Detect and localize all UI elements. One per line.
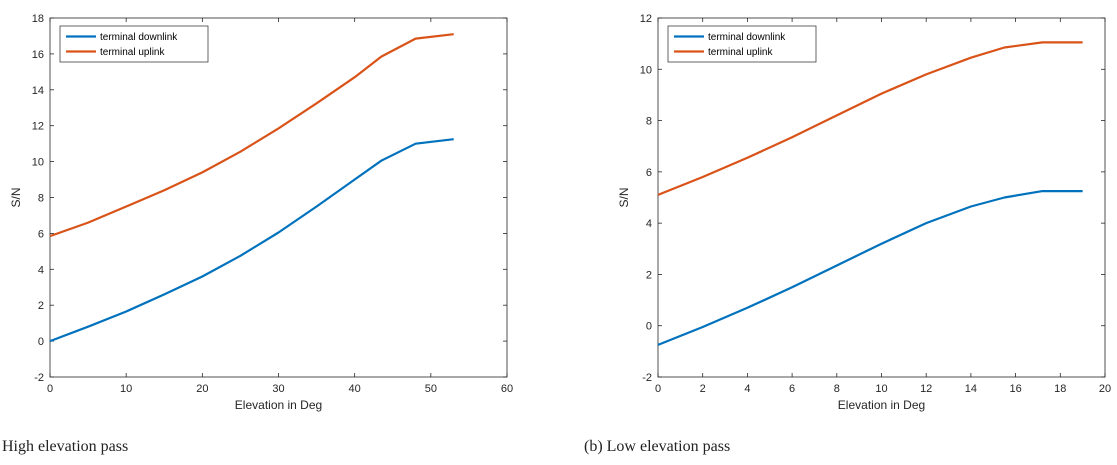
y-tick-label: 14 xyxy=(32,85,44,97)
x-axis-label: Elevation in Deg xyxy=(235,398,322,412)
series-line-1 xyxy=(49,33,454,238)
x-tick-label: 20 xyxy=(1099,383,1111,395)
x-axis-label: Elevation in Deg xyxy=(838,398,925,412)
y-tick-label: 4 xyxy=(38,264,44,276)
y-tick-label: 16 xyxy=(32,49,44,61)
x-tick-label: 18 xyxy=(1054,383,1066,395)
y-tick-label: 12 xyxy=(32,121,44,133)
y-tick-label: 12 xyxy=(640,13,652,25)
series-line-0 xyxy=(657,190,1083,346)
legend-label-1: terminal uplink xyxy=(708,47,773,58)
caption-low-elevation: (b) Low elevation pass xyxy=(584,438,731,455)
plot-area xyxy=(49,17,508,378)
legend-label-0: terminal downlink xyxy=(100,32,178,43)
y-tick-label: 0 xyxy=(646,321,652,333)
legend-label-1: terminal uplink xyxy=(100,47,165,58)
y-tick-label: 6 xyxy=(38,228,44,240)
x-tick-label: 60 xyxy=(501,383,513,395)
x-tick-label: 14 xyxy=(965,383,977,395)
x-tick-label: 12 xyxy=(920,383,932,395)
y-axis-label: S/N xyxy=(9,187,23,207)
x-tick-label: 30 xyxy=(272,383,284,395)
y-tick-label: 0 xyxy=(38,336,44,348)
legend-label-0: terminal downlink xyxy=(708,32,786,43)
y-tick-label: 2 xyxy=(38,300,44,312)
x-tick-label: 40 xyxy=(349,383,361,395)
x-tick-label: 20 xyxy=(196,383,208,395)
y-tick-label: 18 xyxy=(32,13,44,25)
caption-high-elevation: High elevation pass xyxy=(2,438,129,455)
plot-area xyxy=(657,17,1106,378)
x-tick-label: 6 xyxy=(789,383,795,395)
series-line-1 xyxy=(657,41,1083,196)
y-tick-label: 8 xyxy=(38,193,44,205)
x-tick-label: 50 xyxy=(425,383,437,395)
y-tick-label: 10 xyxy=(640,64,652,76)
x-tick-label: 0 xyxy=(47,383,53,395)
x-tick-label: 16 xyxy=(1009,383,1021,395)
y-tick-label: 2 xyxy=(646,269,652,281)
y-tick-label: -2 xyxy=(642,372,652,384)
y-tick-label: 8 xyxy=(646,116,652,128)
x-tick-label: 2 xyxy=(700,383,706,395)
y-axis-label: S/N xyxy=(617,187,631,207)
x-tick-label: 4 xyxy=(744,383,750,395)
legend-box xyxy=(667,25,817,63)
y-tick-label: 10 xyxy=(32,157,44,169)
chart-high-elevation: 0 10 20 30 40 50 60-2024681012141618Elevation … xyxy=(9,13,513,412)
legend-box xyxy=(59,25,209,63)
y-tick-label: 6 xyxy=(646,167,652,179)
x-tick-label: 10 xyxy=(120,383,132,395)
x-tick-label: 0 xyxy=(655,383,661,395)
x-tick-label: 8 xyxy=(834,383,840,395)
y-tick-label: -2 xyxy=(34,372,44,384)
x-tick-label: 10 xyxy=(875,383,887,395)
series-line-0 xyxy=(49,138,454,343)
y-tick-label: 4 xyxy=(646,218,652,230)
